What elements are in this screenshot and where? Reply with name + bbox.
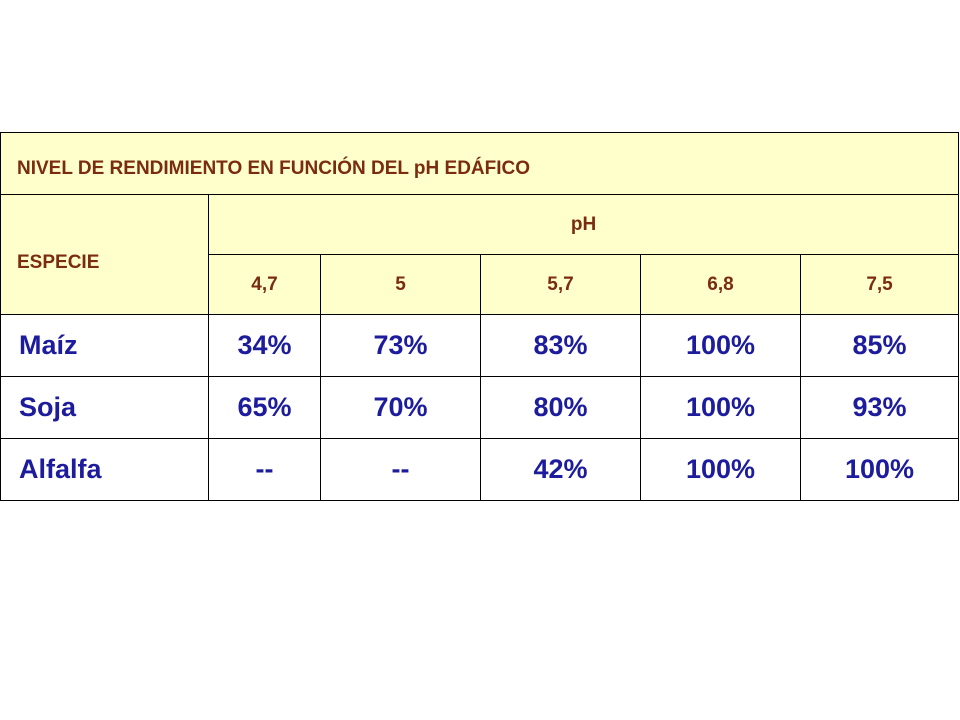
species-header: ESPECIE [0,194,209,315]
yield-cell: 70% [320,376,481,439]
yield-cell: 83% [480,314,641,377]
table-row: Soja 65% 70% 80% 100% 93% [0,376,960,439]
table-row: Maíz 34% 73% 83% 100% 85% [0,314,960,377]
yield-cell: 42% [480,438,641,501]
ph-value-cell: 5 [320,254,481,315]
yield-cell: 34% [208,314,321,377]
yield-cell: 100% [799,438,960,501]
ph-value-cell: 6,8 [640,254,801,315]
ph-value-cell: 7,5 [799,254,960,315]
yield-cell: 85% [799,314,960,377]
yield-cell: 73% [320,314,481,377]
yield-cell: 93% [799,376,960,439]
yield-cell: 100% [640,376,801,439]
species-name: Soja [0,376,209,439]
ph-value-cell: 5,7 [480,254,641,315]
yield-table: NIVEL DE RENDIMIENTO EN FUNCIÓN DEL pH E… [0,132,960,501]
table-title-row: NIVEL DE RENDIMIENTO EN FUNCIÓN DEL pH E… [0,132,960,195]
table-title: NIVEL DE RENDIMIENTO EN FUNCIÓN DEL pH E… [0,132,960,195]
ph-values-row: 4,7 5 5,7 6,8 7,5 [1,254,960,315]
table-row: Alfalfa -- -- 42% 100% 100% [0,438,960,501]
yield-cell: -- [320,438,481,501]
yield-table-container: NIVEL DE RENDIMIENTO EN FUNCIÓN DEL pH E… [0,132,960,501]
yield-cell: 80% [480,376,641,439]
species-name: Alfalfa [0,438,209,501]
yield-cell: -- [208,438,321,501]
yield-cell: 100% [640,438,801,501]
ph-header-row: ESPECIE pH [0,194,960,315]
ph-header: pH [207,194,960,255]
yield-cell: 100% [640,314,801,377]
species-name: Maíz [0,314,209,377]
ph-value-cell: 4,7 [208,254,321,315]
yield-cell: 65% [208,376,321,439]
